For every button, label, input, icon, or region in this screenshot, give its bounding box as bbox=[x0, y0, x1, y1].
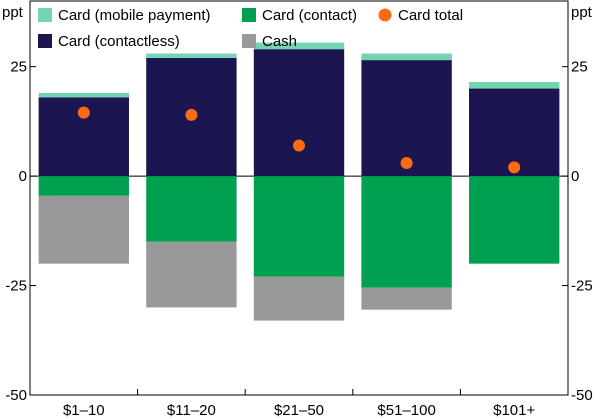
dot-card-total bbox=[508, 161, 521, 174]
bar-card-contact bbox=[38, 176, 129, 196]
y-tick-label-left: -50 bbox=[5, 387, 27, 404]
legend-swatch-card-total bbox=[378, 8, 392, 22]
bar-cash bbox=[361, 287, 452, 310]
legend-swatch bbox=[242, 34, 256, 48]
x-tick-label: $51–100 bbox=[377, 402, 435, 419]
bar-cash bbox=[146, 241, 237, 308]
legend-swatch bbox=[38, 8, 52, 22]
bar-cash bbox=[38, 195, 129, 264]
dot-card-total bbox=[185, 108, 198, 121]
dot-card-total bbox=[293, 139, 305, 152]
legend-label: Card (contactless) bbox=[58, 33, 180, 50]
y-tick-label-left: 25 bbox=[10, 59, 27, 76]
y-tick-label-right: 0 bbox=[571, 168, 579, 185]
x-tick-label: $101+ bbox=[493, 402, 535, 419]
bar-card-contact bbox=[253, 176, 345, 277]
legend-swatch bbox=[242, 8, 256, 22]
legend-swatch bbox=[38, 34, 52, 48]
bar-card-mobile-payment bbox=[146, 53, 237, 58]
bar-card-contact bbox=[146, 176, 237, 242]
bar-card-mobile-payment bbox=[253, 42, 345, 50]
bar-card-mobile-payment bbox=[361, 53, 452, 61]
legend-label: Card total bbox=[398, 7, 463, 24]
dot-card-total bbox=[400, 156, 413, 169]
y-tick-label-right: 25 bbox=[571, 59, 588, 76]
bar-card-contact bbox=[469, 176, 560, 264]
bar-cash bbox=[253, 276, 345, 321]
legend-label: Card (contact) bbox=[262, 7, 357, 24]
right-unit-label: ppt bbox=[571, 4, 593, 21]
dot-card-total bbox=[77, 106, 90, 119]
bar-card-contact bbox=[361, 176, 452, 288]
bar-card-contactless bbox=[361, 60, 452, 177]
bar-card-contactless bbox=[253, 49, 345, 177]
y-tick-label-left: 0 bbox=[19, 168, 27, 185]
y-tick-label-left: -25 bbox=[5, 278, 27, 295]
bar-card-mobile-payment bbox=[469, 81, 560, 89]
bar-card-mobile-payment bbox=[38, 92, 129, 98]
x-tick-label: $1–10 bbox=[63, 402, 105, 419]
plot-frame bbox=[29, 0, 569, 396]
legend-label: Card (mobile payment) bbox=[58, 7, 211, 24]
y-tick-label-right: -50 bbox=[571, 387, 593, 404]
left-unit-label: ppt bbox=[2, 4, 24, 21]
legend-label: Cash bbox=[262, 33, 297, 50]
x-tick-label: $21–50 bbox=[274, 402, 324, 419]
y-tick-label-right: -25 bbox=[571, 278, 593, 295]
x-tick-label: $11–20 bbox=[167, 402, 216, 419]
